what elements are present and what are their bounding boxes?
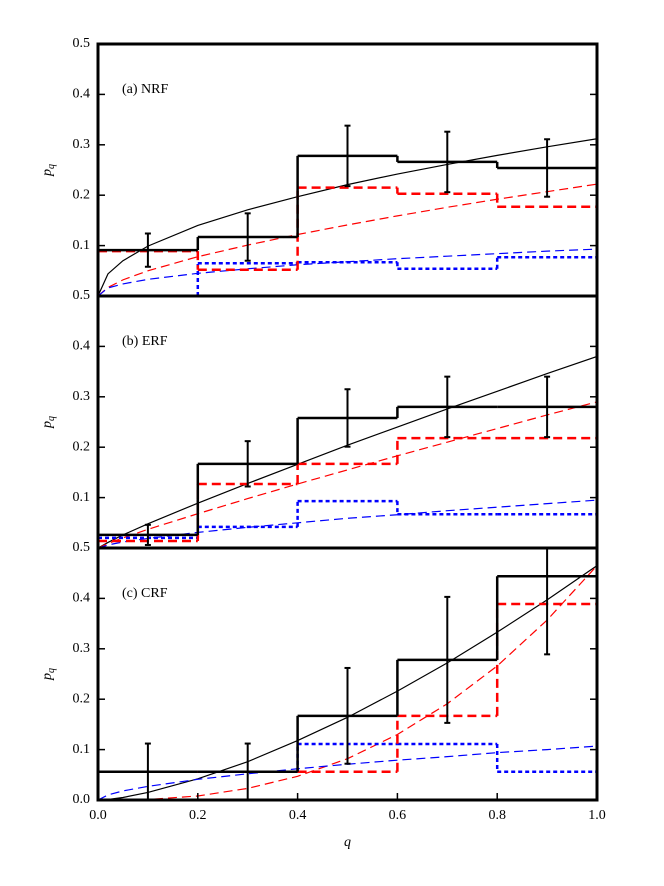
y-tick-label: 0.4 [73,339,91,354]
y-tick-label: 0.3 [73,641,91,656]
y-axis-label-main: p [40,169,55,177]
x-tick-label: 0.0 [89,808,107,823]
y-axis-label-main: p [40,673,55,681]
y-axis-label: pq [40,164,57,177]
x-tick-label: 1.0 [588,808,606,823]
x-tick-label: 0.6 [389,808,407,823]
y-axis-label-subscript: q [46,668,57,673]
y-tick-label: 0.4 [73,591,91,606]
model-curve [98,355,597,548]
y-tick-label: 0.1 [73,490,91,505]
y-axis-label-main: p [40,421,55,429]
y-tick-label: 0.5 [73,540,91,555]
x-tick-label: 0.4 [289,808,307,823]
y-tick-label: 0.3 [73,389,91,404]
model-curve [98,183,597,296]
y-tick-label: 0.2 [73,691,91,706]
panel-label: (c) CRF [122,586,168,601]
error-bar [344,388,351,448]
y-tick-label: 0.5 [73,36,91,51]
x-tick-label: 0.2 [189,808,207,823]
y-tick-label: 0.5 [73,288,91,303]
model-curve [98,565,597,800]
x-axis-label: q [344,835,351,850]
model-curve [98,499,597,548]
y-tick-label: 0.4 [73,87,91,102]
error-bar [544,548,551,656]
y-tick-label: 0.3 [73,137,91,152]
error-bar [544,138,551,198]
y-axis-label-subscript: q [46,416,57,421]
error-bar [444,130,451,194]
error-bar [144,742,151,800]
error-bar [344,124,351,188]
error-bar [544,375,551,439]
y-tick-label: 0.1 [73,238,91,253]
error-bar [244,440,251,488]
y-axis-label: pq [40,668,57,681]
panel [98,124,597,296]
panel [98,355,597,548]
error-bar [244,742,251,800]
y-tick-label: 0.0 [73,792,91,807]
error-bar [144,523,151,546]
x-tick-label: 0.8 [488,808,506,823]
panel-label: (b) ERF [122,334,168,349]
y-tick-label: 0.2 [73,439,91,454]
error-bar [144,232,151,268]
panel-label: (a) NRF [122,82,168,97]
y-axis-label-subscript: q [46,164,57,169]
error-bar [444,595,451,724]
y-axis-label: pq [40,416,57,429]
panel [98,548,597,800]
panel-frame [96,546,599,802]
y-tick-label: 0.2 [73,187,91,202]
error-bar [344,666,351,765]
y-tick-label: 0.1 [73,742,91,757]
error-bar [244,212,251,262]
error-bar [444,375,451,439]
